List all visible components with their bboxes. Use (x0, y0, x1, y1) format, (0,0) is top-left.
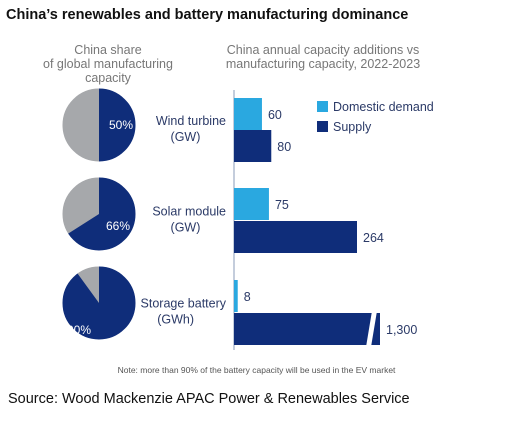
bar-header-line-1: China annual capacity additions vs (226, 43, 420, 57)
bar-header-line-2: manufacturing capacity, 2022-2023 (225, 57, 421, 71)
category-label-0-line-1: Wind turbine (156, 114, 226, 128)
bar-supply-2 (234, 313, 380, 345)
bar-domestic-demand-2 (234, 280, 238, 312)
chart-source: Source: Wood Mackenzie APAC Power & Rene… (8, 391, 410, 407)
category-label-2-line-2: (GWh) (157, 313, 194, 327)
category-label-1-line-1: Solar module (152, 205, 226, 219)
pie-slice-china-2 (62, 266, 137, 341)
category-label-2-line-1: Storage battery (141, 297, 227, 311)
legend-swatch-domestic-demand (317, 101, 328, 112)
category-label-1-line-2: (GW) (171, 221, 201, 235)
pie-column-header: China share of global manufacturing capa… (22, 43, 194, 85)
legend-label-domestic-demand: Domestic demand (333, 100, 434, 114)
bar-supply-0 (234, 130, 272, 162)
pie-share-label-0: 50% (109, 118, 133, 132)
bar-domestic-demand-1 (234, 188, 269, 220)
pie-slice-china-0 (99, 88, 136, 162)
bar-label-domestic-demand-2: 8 (244, 290, 251, 304)
pie-outline-1 (61, 176, 137, 252)
chart-title: China’s renewables and battery manufactu… (6, 7, 409, 23)
axis-break-marker (366, 311, 377, 347)
bar-column-header: China annual capacity additions vs manuf… (208, 43, 438, 71)
bar-label-domestic-demand-1: 75 (275, 198, 289, 212)
bar-label-supply-1: 264 (363, 231, 384, 245)
bar-supply-1 (234, 221, 357, 253)
chart-note: Note: more than 90% of the battery capac… (117, 365, 396, 375)
pie-outline-0 (61, 87, 137, 163)
legend-swatch-supply (317, 121, 328, 132)
pie-header-line-2: of global manufacturing (43, 57, 173, 71)
pie-share-label-2: 90% (67, 323, 91, 337)
bar-label-supply-0: 80 (277, 140, 291, 154)
bar-label-supply-2: 1,300 (386, 323, 417, 337)
bar-domestic-demand-0 (234, 98, 262, 130)
bar-label-domestic-demand-0: 60 (268, 108, 282, 122)
pie-outline-2 (61, 265, 137, 341)
legend-label-supply: Supply (333, 120, 372, 134)
pie-share-label-1: 66% (106, 219, 130, 233)
pie-header-line-3: capacity (85, 71, 131, 85)
pie-slice-china-1 (67, 177, 136, 251)
pie-header-line-1: China share (74, 43, 142, 57)
category-label-0-line-2: (GW) (171, 130, 201, 144)
